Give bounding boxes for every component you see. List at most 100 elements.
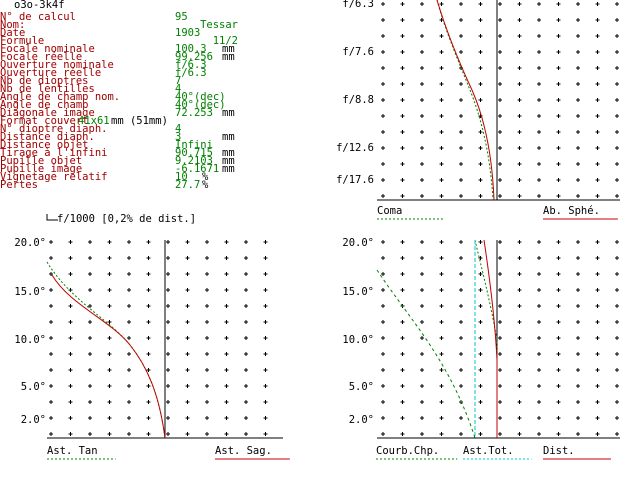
grid-mark xyxy=(478,178,483,182)
grid-mark xyxy=(420,194,424,198)
grid-mark xyxy=(381,400,385,404)
grid-mark xyxy=(576,98,580,102)
grid-mark xyxy=(107,304,112,308)
grid-mark xyxy=(88,320,92,324)
grid-mark xyxy=(459,98,463,102)
grid-mark xyxy=(400,18,405,22)
grid-mark xyxy=(595,272,600,276)
grid-mark xyxy=(615,98,619,102)
grid-mark xyxy=(400,82,405,86)
grid-mark xyxy=(381,66,385,70)
grid-mark xyxy=(420,130,424,134)
grid-mark xyxy=(439,272,444,276)
grid-mark xyxy=(498,240,502,244)
y-label: 2.0° xyxy=(21,414,46,426)
grid-mark xyxy=(615,162,619,166)
grid-mark xyxy=(224,320,229,324)
grid-mark xyxy=(595,162,600,166)
grid-mark xyxy=(615,288,619,292)
grid-mark xyxy=(556,34,561,38)
param-value: f/6.3 xyxy=(175,59,207,71)
y-label: 5.0° xyxy=(21,381,46,393)
grid-mark xyxy=(127,240,131,244)
grid-mark xyxy=(400,384,405,388)
grid-mark xyxy=(498,416,502,420)
grid-mark xyxy=(166,240,170,244)
grid-mark xyxy=(478,352,483,356)
grid-mark xyxy=(595,82,600,86)
grid-mark xyxy=(166,400,170,404)
grid-mark xyxy=(615,178,619,182)
y-label: 2.0° xyxy=(349,414,374,426)
grid-mark xyxy=(400,352,405,356)
grid-mark xyxy=(537,2,541,6)
grid-mark xyxy=(107,320,112,324)
grid-mark xyxy=(224,272,229,276)
grid-mark xyxy=(556,194,561,198)
grid-mark xyxy=(224,384,229,388)
grid-mark xyxy=(420,98,424,102)
param-value: 40°(dec) xyxy=(175,91,226,103)
grid-mark xyxy=(478,2,483,6)
param-value: 90.715 xyxy=(175,147,213,159)
grid-mark xyxy=(478,320,483,324)
grid-mark xyxy=(498,288,502,292)
grid-mark xyxy=(400,416,405,420)
grid-mark xyxy=(459,320,463,324)
grid-mark xyxy=(146,400,151,404)
grid-mark xyxy=(205,400,209,404)
grid-mark xyxy=(517,130,522,134)
grid-mark xyxy=(107,416,112,420)
grid-mark xyxy=(420,352,424,356)
grid-mark xyxy=(459,352,463,356)
grid-mark xyxy=(439,178,444,182)
grid-mark xyxy=(556,240,561,244)
grid-mark xyxy=(595,114,600,118)
grid-mark xyxy=(615,34,619,38)
grid-mark xyxy=(400,114,405,118)
param-unit: mm xyxy=(222,51,235,63)
grid-mark xyxy=(478,256,483,260)
legends: Coma Ab. Sphé. Ast. Tan Ast. Sag. Courb.Chp.… xyxy=(47,205,618,460)
grid-mark xyxy=(498,256,502,260)
grid-mark xyxy=(459,256,463,260)
grid-mark xyxy=(127,304,131,308)
param-value: 9.2103 xyxy=(175,155,213,167)
grid-mark xyxy=(459,304,463,308)
grid-mark xyxy=(400,256,405,260)
grid-mark xyxy=(556,98,561,102)
grid-mark xyxy=(127,288,131,292)
grid-mark xyxy=(595,320,600,324)
grid-mark xyxy=(459,288,463,292)
grid-mark xyxy=(615,400,619,404)
grid-mark xyxy=(595,336,600,340)
grid-mark xyxy=(185,256,190,260)
grid-mark xyxy=(381,336,385,340)
grid-mark xyxy=(478,288,483,292)
y-label: f/12.6 xyxy=(336,142,374,154)
y-label: f/17.6 xyxy=(336,174,374,186)
grid-mark xyxy=(615,416,619,420)
grid-mark xyxy=(459,130,463,134)
grid-mark xyxy=(439,194,444,198)
grid-mark xyxy=(439,256,444,260)
grid-mark xyxy=(576,288,580,292)
grid-mark xyxy=(166,336,170,340)
grid-mark xyxy=(146,240,151,244)
grid-mark xyxy=(263,336,268,340)
param-label: Format couvert xyxy=(0,115,89,127)
grid-mark xyxy=(420,34,424,38)
grid-mark xyxy=(459,18,463,22)
grid-mark xyxy=(439,130,444,134)
grid-mark xyxy=(205,368,209,372)
grid-mark xyxy=(381,194,385,198)
grid-mark xyxy=(420,2,424,6)
grid-mark xyxy=(88,416,92,420)
grid-mark xyxy=(478,146,483,150)
grid-mark xyxy=(576,400,580,404)
param-unit: mm xyxy=(222,131,235,143)
grid-mark xyxy=(498,432,502,436)
param-value: 4 xyxy=(175,83,181,95)
grid-mark xyxy=(166,432,170,436)
grid-mark xyxy=(420,162,424,166)
